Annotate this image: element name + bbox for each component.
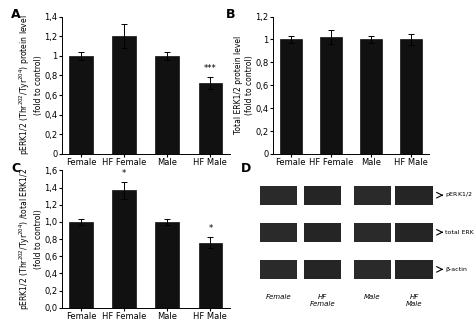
Y-axis label: Total ERK1/2 protein level
(fold to control): Total ERK1/2 protein level (fold to cont… bbox=[234, 36, 254, 134]
Bar bbox=[199, 243, 222, 308]
Text: *: * bbox=[122, 168, 127, 177]
Text: D: D bbox=[241, 162, 251, 175]
Bar bbox=[155, 56, 179, 154]
Bar bbox=[260, 260, 297, 279]
Bar bbox=[112, 190, 136, 308]
Bar bbox=[155, 222, 179, 308]
Y-axis label: pERK1/2 (Thr$^{202}$/Tyr$^{204}$) /total ERK1/2
(fold to control): pERK1/2 (Thr$^{202}$/Tyr$^{204}$) /total… bbox=[18, 168, 43, 310]
Bar bbox=[260, 186, 297, 205]
Bar bbox=[304, 260, 341, 279]
Text: A: A bbox=[11, 8, 21, 21]
Bar bbox=[400, 39, 422, 154]
Y-axis label: pERK1/2 (Thr$^{202}$/Tyr$^{204}$) protein level
(fold to control): pERK1/2 (Thr$^{202}$/Tyr$^{204}$) protei… bbox=[18, 15, 43, 156]
Bar bbox=[112, 36, 136, 154]
Bar bbox=[354, 186, 391, 205]
Text: *: * bbox=[208, 224, 212, 233]
Text: HF
Male: HF Male bbox=[406, 294, 422, 307]
Bar bbox=[304, 186, 341, 205]
Bar bbox=[69, 222, 93, 308]
Text: B: B bbox=[226, 8, 235, 21]
Text: ***: *** bbox=[204, 64, 217, 73]
Bar bbox=[354, 223, 391, 242]
Bar bbox=[304, 223, 341, 242]
Bar bbox=[395, 186, 433, 205]
Bar bbox=[320, 37, 342, 154]
Text: HF
Female: HF Female bbox=[310, 294, 335, 307]
Text: C: C bbox=[11, 162, 20, 175]
Bar bbox=[395, 260, 433, 279]
Bar bbox=[354, 260, 391, 279]
Bar bbox=[199, 83, 222, 154]
Bar bbox=[360, 39, 382, 154]
Bar bbox=[69, 56, 93, 154]
Bar bbox=[260, 223, 297, 242]
Bar bbox=[280, 39, 301, 154]
Text: β-actin: β-actin bbox=[446, 267, 467, 272]
Text: Female: Female bbox=[266, 294, 292, 300]
Text: Male: Male bbox=[364, 294, 381, 300]
Bar bbox=[395, 223, 433, 242]
Text: total ERK1/2: total ERK1/2 bbox=[446, 230, 474, 235]
Text: pERK1/2 (Thr$^{202}$/Tyr$^{204}$): pERK1/2 (Thr$^{202}$/Tyr$^{204}$) bbox=[446, 190, 474, 200]
